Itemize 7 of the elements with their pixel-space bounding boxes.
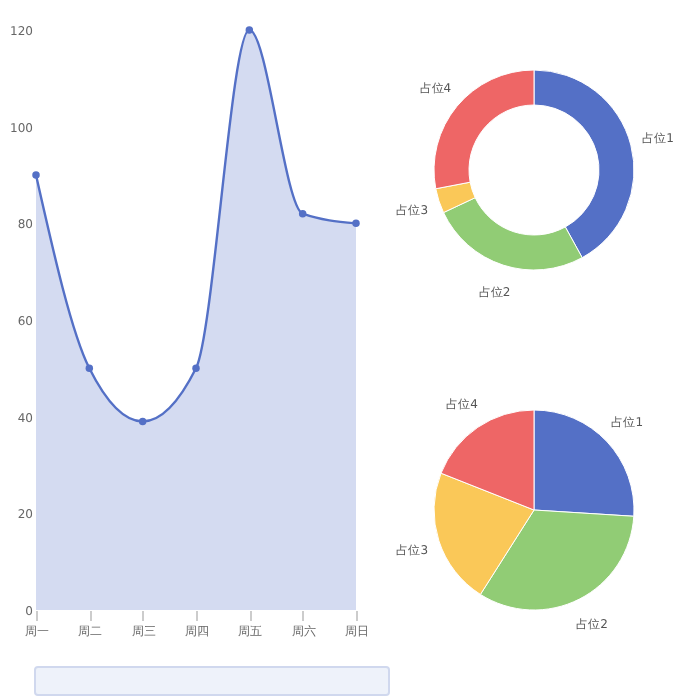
point — [32, 171, 40, 179]
point — [85, 364, 94, 373]
point — [192, 364, 200, 373]
point — [245, 26, 254, 34]
point — [352, 219, 360, 228]
point — [138, 417, 147, 426]
point — [298, 209, 307, 218]
